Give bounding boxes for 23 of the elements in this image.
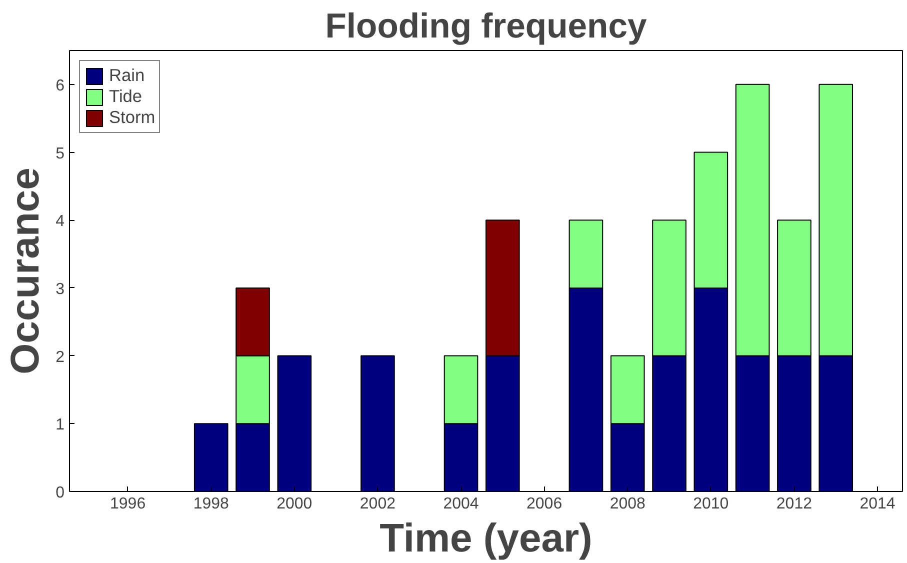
legend-label: Storm (109, 107, 156, 128)
y-axis-title: Occurance (4, 168, 48, 374)
y-tick-label: 6 (56, 77, 65, 94)
legend-label: Tide (109, 86, 142, 107)
x-tick-label: 2008 (610, 496, 646, 512)
x-tick-label: 2006 (526, 496, 562, 512)
x-tick-label: 2014 (860, 496, 896, 512)
x-tick-label: 2012 (776, 496, 812, 512)
y-tick-label: 4 (56, 213, 65, 230)
y-tick-label: 0 (56, 484, 65, 502)
chart-title: Flooding frequency (325, 8, 648, 46)
x-tick-label: 1996 (110, 496, 146, 512)
x-tick-label: 2010 (693, 496, 729, 512)
legend-label: Rain (109, 65, 145, 86)
x-tick-label: 2000 (276, 496, 312, 512)
x-tick-label: 2002 (360, 496, 396, 512)
y-tick-label: 3 (56, 280, 65, 298)
x-tick-label: 1998 (193, 496, 230, 512)
y-tick-label: 1 (56, 416, 65, 434)
y-tick-label: 5 (56, 145, 65, 162)
x-tick-label: 2004 (443, 496, 479, 512)
y-tick-label: 2 (56, 348, 65, 366)
x-axis-title: Time (year) (380, 516, 592, 560)
